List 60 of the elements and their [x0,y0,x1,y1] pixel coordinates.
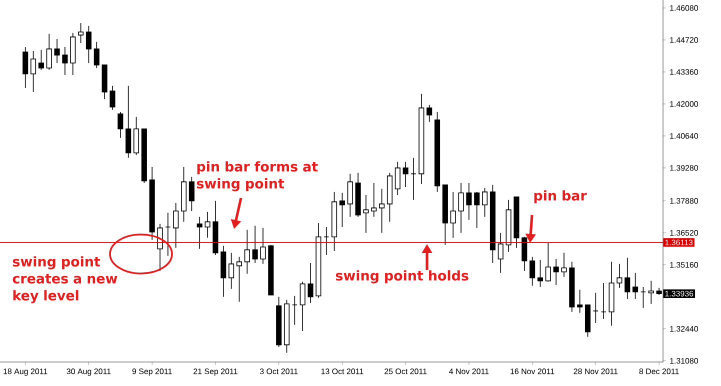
candlestick [62,46,68,76]
candlestick [522,236,528,272]
candlestick [38,49,44,70]
candlestick [244,229,250,274]
candlestick [632,272,638,300]
candlestick [379,188,385,234]
candlestick [363,194,369,234]
candlestick [394,161,400,196]
candlestick [616,264,622,288]
candlestick [30,50,36,92]
annotation: swing point holds [336,270,468,284]
candlestick [466,182,472,220]
candlestick [308,262,314,304]
candlestick [426,104,432,122]
candlestick [545,242,551,282]
candlestick [94,41,100,68]
candlestick [537,260,544,288]
candlestick [54,38,60,64]
candlestick [530,256,536,286]
candlestick [474,192,480,228]
candlestick [482,188,488,218]
candlestick [173,202,179,248]
candlestick [228,252,234,290]
candlestick [236,256,242,302]
candlestick [553,258,559,286]
candlestick [118,112,124,138]
candlestick [648,280,654,304]
candlestick [410,157,416,200]
candlestick [592,292,598,324]
candlestick [110,85,116,110]
annotation: pin bar [534,190,587,204]
candlestick [324,226,330,256]
candlestick [133,116,140,156]
candlestick [204,212,210,238]
candlestick [371,182,377,218]
candlestick [458,182,464,234]
candlestick [640,286,646,308]
candlestick [196,216,202,250]
candlestick [339,192,345,228]
candlestick [600,282,606,320]
candlestick [165,212,171,256]
candlestick [624,257,630,300]
candlestick [46,33,52,70]
candlestick [78,22,84,44]
candlestick [86,25,92,64]
candlestick [498,232,504,274]
candlestick [252,225,258,264]
candlestick [450,192,456,238]
candlestick [577,289,583,314]
annotation: pin bar forms at swing point [196,161,318,192]
annotation: swing point creates a new key level [12,256,118,304]
candlestick [300,281,306,332]
candlestick [22,46,28,88]
candlestick [188,176,194,212]
candlestick [126,85,132,158]
candlestick [260,228,266,264]
candlestick [561,252,567,278]
candlestick [292,296,298,326]
candlestick [347,173,353,218]
candlestick [402,161,408,188]
